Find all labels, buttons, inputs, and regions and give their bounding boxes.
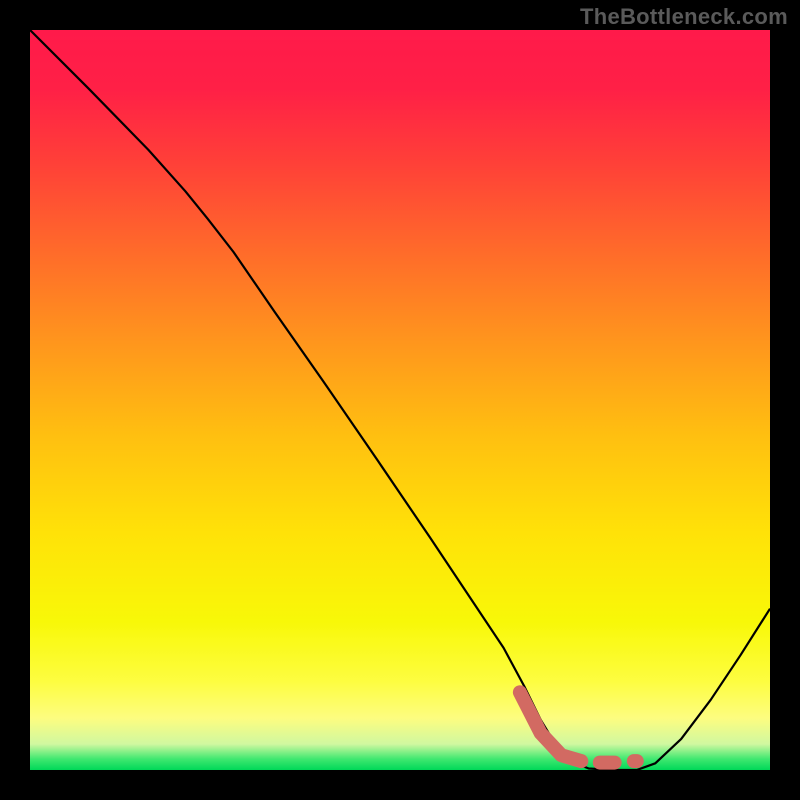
- bottleneck-chart: [30, 30, 770, 770]
- watermark: TheBottleneck.com: [580, 4, 788, 30]
- chart-container: [30, 30, 770, 770]
